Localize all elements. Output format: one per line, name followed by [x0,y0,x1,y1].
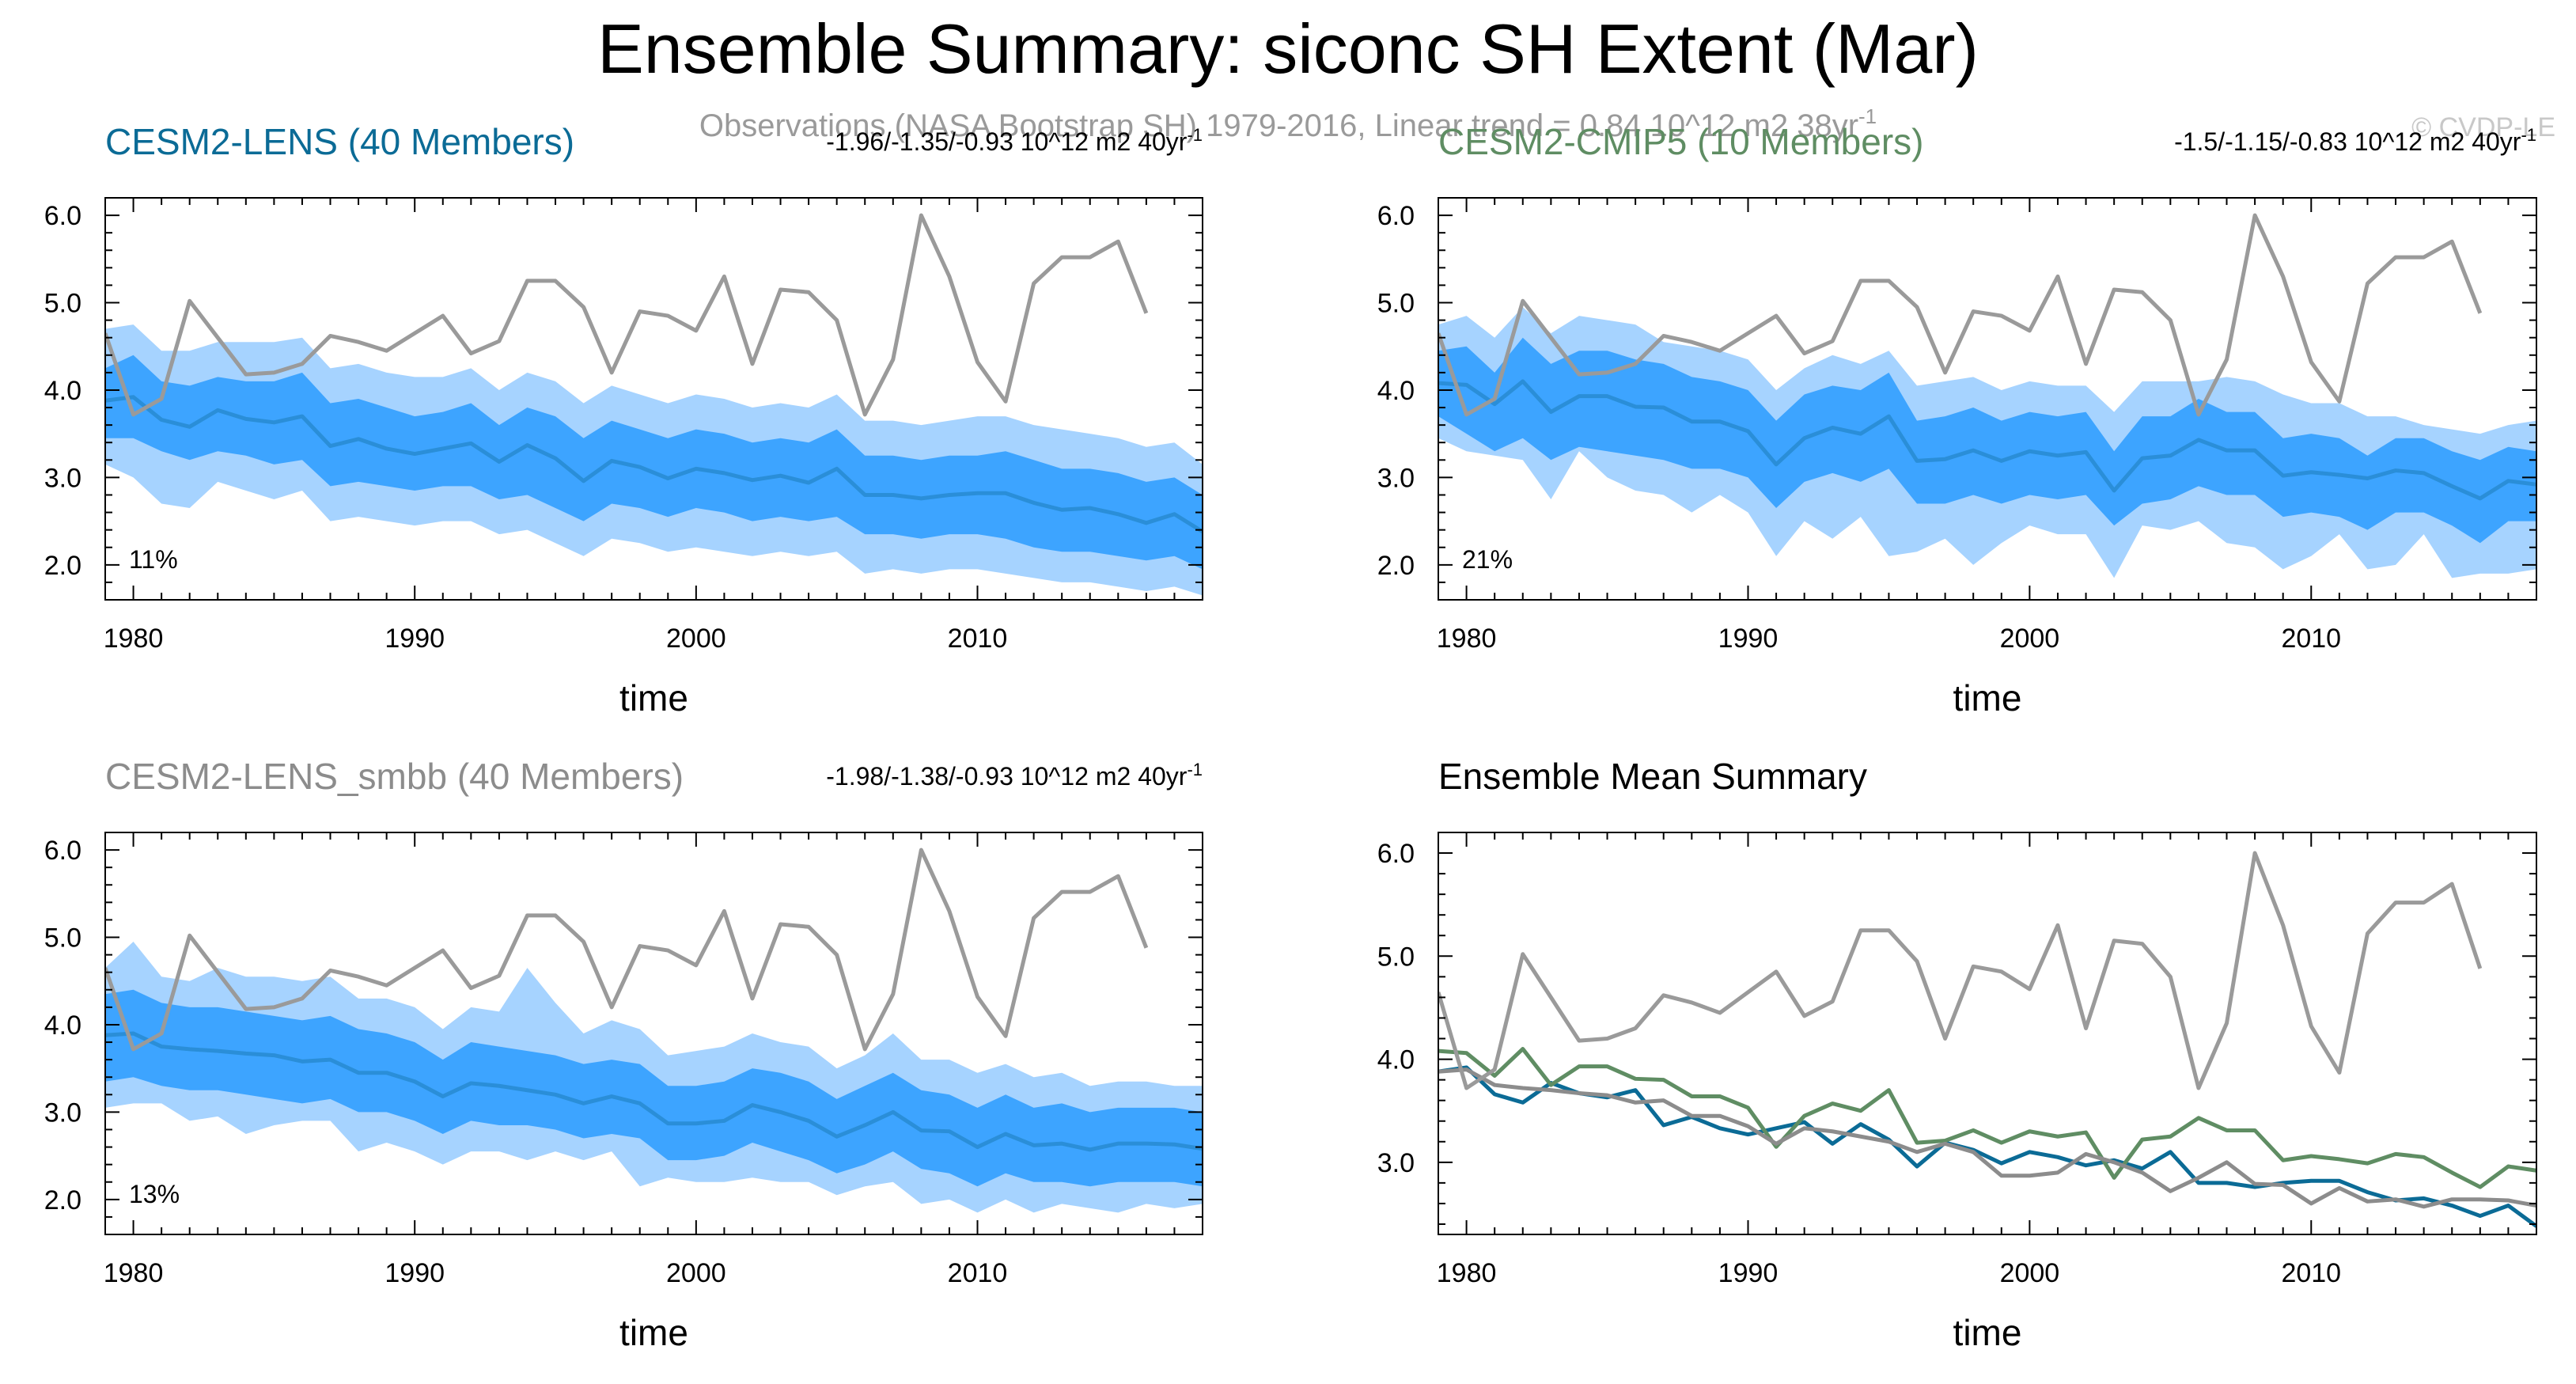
observations-line [105,213,1149,417]
observations-line [1438,213,2483,417]
trend-note-text: -1.98/-1.38/-0.93 10^12 m2 40yr [826,762,1188,791]
x-tick-label: 1990 [385,624,445,654]
ensemble-mean-line [105,395,1203,533]
plot-area [1438,851,2536,1228]
plot-area [105,213,1203,596]
y-tick-label: 3.0 [1377,1148,1415,1178]
plot-frame [1438,832,2537,1235]
panel-p2: CESM2-CMIP5 (10 Members) -1.5/-1.15/-0.83… [1377,121,2537,719]
x-tick-label: 1990 [1718,1258,1779,1288]
percent-label: 13% [129,1180,180,1208]
figure-title: Ensemble Summary: siconc SH Extent (Mar) [597,9,1979,88]
plot-area [105,847,1203,1213]
x-axis-label: time [619,1312,688,1353]
series-line-cesm2-lens-smbb [1438,1067,2536,1209]
observations-note: Observations (NASA Bootstrap SH) 1979-20… [699,104,1877,143]
trend-note-sup: -1 [1187,760,1203,779]
y-tick-label: 3.0 [44,1098,81,1128]
panel-trend-note: -1.5/-1.15/-0.83 10^12 m2 40yr-1 [2174,125,2536,156]
y-tick-label: 3.0 [44,463,81,493]
x-tick-label: 2010 [2281,624,2341,654]
x-tick-label: 1980 [1437,624,1497,654]
x-tick-label: 1980 [104,624,164,654]
y-tick-label: 2.0 [1377,551,1415,581]
panel-trend-note: -1.96/-1.35/-0.93 10^12 m2 40yr-1 [826,125,1203,156]
panel-trend-note: -1.98/-1.38/-0.93 10^12 m2 40yr-1 [826,760,1203,791]
y-tick-label: 2.0 [44,1185,81,1215]
trend-note-text: -1.96/-1.35/-0.93 10^12 m2 40yr [826,127,1188,156]
y-tick-label: 6.0 [44,201,81,231]
panel-title: CESM2-CMIP5 (10 Members) [1438,121,1923,162]
panel-p1: CESM2-LENS (40 Members) -1.96/-1.35/-0.93… [44,121,1203,719]
y-tick-label: 2.0 [44,551,81,581]
series-line-cesm2-cmip5 [1438,1047,2536,1189]
x-tick-label: 1990 [385,1258,445,1288]
y-tick-label: 4.0 [44,376,81,406]
x-axis-label: time [1953,677,2022,719]
ensemble-mean-line [1438,379,2536,501]
y-tick-label: 3.0 [1377,463,1415,493]
x-axis-label: time [1953,1312,2022,1353]
panel-title: Ensemble Mean Summary [1438,756,1867,797]
plot-frame [104,197,1203,601]
panel-p3: CESM2-LENS_smbb (40 Members) -1.98/-1.38/… [44,756,1203,1353]
panel-p4: Ensemble Mean Summary 3.0 4.0 5.0 6.0 1980 199… [1377,756,2537,1353]
ensemble-mean-line [105,1031,1203,1152]
x-tick-label: 2000 [2000,1258,2060,1288]
x-tick-label: 2000 [666,1258,726,1288]
y-tick-label: 5.0 [44,923,81,954]
y-tick-label: 5.0 [1377,942,1415,972]
percent-label: 21% [1462,545,1513,574]
trend-note-sup: -1 [1187,125,1203,145]
trend-note-sup: -1 [2521,125,2536,145]
plot-area [1438,213,2536,578]
series-line-observations [1438,851,2483,1090]
y-tick-label: 4.0 [1377,1045,1415,1075]
inner-spread-band [105,989,1203,1187]
x-tick-label: 2000 [2000,624,2060,654]
x-tick-label: 2010 [948,1258,1008,1288]
x-tick-label: 1990 [1718,624,1779,654]
x-tick-label: 2010 [948,624,1008,654]
y-tick-label: 6.0 [44,836,81,866]
x-axis-label: time [619,677,688,719]
percent-label: 11% [129,545,178,574]
series-line-cesm2-lens [1438,1065,2536,1228]
x-tick-label: 1980 [104,1258,164,1288]
observations-note-sup: -1 [1858,104,1877,128]
x-tick-label: 2000 [666,624,726,654]
x-tick-label: 2010 [2281,1258,2341,1288]
y-tick-label: 6.0 [1377,839,1415,869]
panel-title: CESM2-LENS_smbb (40 Members) [105,756,684,797]
inner-spread-band [105,355,1203,570]
y-tick-label: 4.0 [44,1011,81,1041]
y-tick-label: 5.0 [44,289,81,319]
x-tick-label: 1980 [1437,1258,1497,1288]
y-tick-label: 5.0 [1377,289,1415,319]
observations-line [105,847,1149,1052]
panel-title: CESM2-LENS (40 Members) [105,121,574,162]
y-tick-label: 4.0 [1377,376,1415,406]
plot-frame [1438,197,2537,601]
y-tick-label: 6.0 [1377,201,1415,231]
watermark: © CVDP-LE [2411,112,2555,142]
plot-frame [104,832,1203,1235]
observations-note-text: Observations (NASA Bootstrap SH) 1979-20… [699,108,1858,143]
trend-note-text: -1.5/-1.15/-0.83 10^12 m2 40yr [2174,127,2521,156]
inner-spread-band [1438,337,2536,544]
